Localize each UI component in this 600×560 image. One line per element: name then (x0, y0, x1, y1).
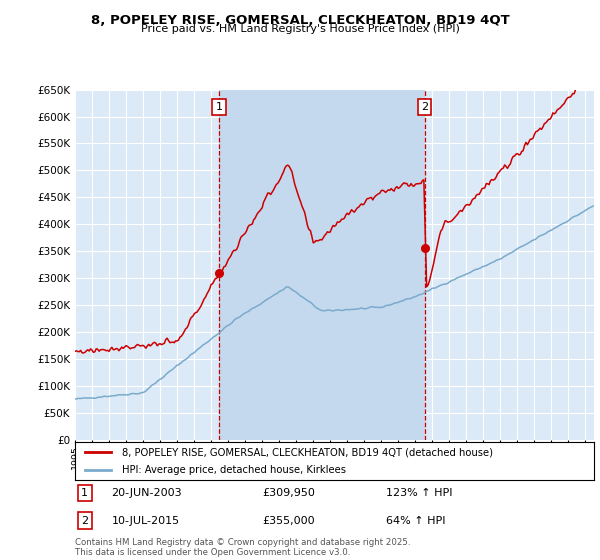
Text: 1: 1 (215, 102, 223, 112)
Text: £309,950: £309,950 (262, 488, 315, 498)
Text: £355,000: £355,000 (262, 516, 314, 526)
Text: 8, POPELEY RISE, GOMERSAL, CLECKHEATON, BD19 4QT (detached house): 8, POPELEY RISE, GOMERSAL, CLECKHEATON, … (122, 447, 493, 457)
Text: 2: 2 (81, 516, 88, 526)
Bar (219, 90, 425, 440)
Text: 1: 1 (81, 488, 88, 498)
Text: Contains HM Land Registry data © Crown copyright and database right 2025.
This d: Contains HM Land Registry data © Crown c… (75, 538, 410, 557)
Text: 123% ↑ HPI: 123% ↑ HPI (386, 488, 453, 498)
Text: HPI: Average price, detached house, Kirklees: HPI: Average price, detached house, Kirk… (122, 465, 346, 475)
Text: 2: 2 (421, 102, 428, 112)
Text: 10-JUL-2015: 10-JUL-2015 (112, 516, 179, 526)
Text: Price paid vs. HM Land Registry's House Price Index (HPI): Price paid vs. HM Land Registry's House … (140, 24, 460, 34)
Text: 64% ↑ HPI: 64% ↑ HPI (386, 516, 446, 526)
Text: 20-JUN-2003: 20-JUN-2003 (112, 488, 182, 498)
Text: 8, POPELEY RISE, GOMERSAL, CLECKHEATON, BD19 4QT: 8, POPELEY RISE, GOMERSAL, CLECKHEATON, … (91, 14, 509, 27)
